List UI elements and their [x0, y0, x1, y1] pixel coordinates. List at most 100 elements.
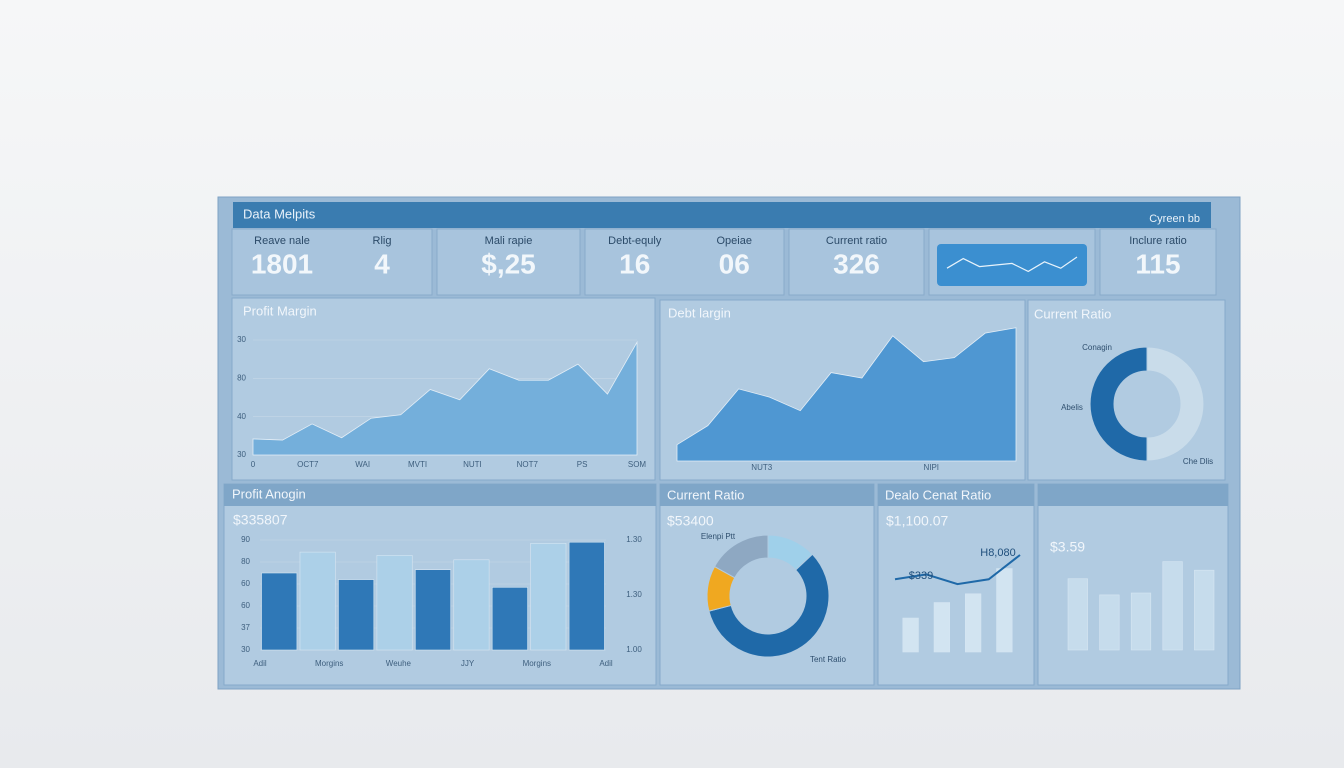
- y-axis-label: 60: [241, 601, 250, 610]
- bar: [415, 569, 451, 651]
- bar: [1067, 578, 1088, 651]
- kpi-value: 16: [619, 248, 650, 279]
- y-axis-label: 30: [241, 645, 250, 654]
- bar: [338, 579, 375, 651]
- bar: [261, 572, 298, 651]
- panel-header: [878, 484, 1034, 506]
- y-axis-label: 40: [237, 412, 246, 421]
- annotation: $339: [909, 570, 933, 582]
- x-axis-label: Weuhe: [386, 659, 412, 668]
- y-axis-label: 30: [237, 450, 246, 459]
- kpi-value: $,25: [481, 248, 536, 279]
- y-axis-label: 80: [237, 373, 246, 382]
- line-series: [946, 256, 1078, 273]
- panel-value: $53400: [667, 513, 714, 529]
- x-axis-label: Adil: [599, 659, 613, 668]
- bar: [453, 559, 490, 651]
- bar: [1130, 592, 1152, 651]
- x-axis-label: 0: [251, 460, 256, 469]
- kpi-value: 115: [1135, 248, 1180, 279]
- bar: [376, 555, 413, 651]
- x-axis-label: JJY: [461, 659, 475, 668]
- sparkline-box: [937, 244, 1087, 286]
- panel-header: [1038, 484, 1228, 506]
- kpi-card: [231, 228, 433, 296]
- bar: [491, 586, 528, 651]
- donut-segment: [708, 553, 830, 658]
- kpi-card: [1099, 228, 1217, 296]
- panel-value: $335807: [233, 512, 288, 528]
- panel-title: Dealo Cenat Ratio: [885, 487, 991, 502]
- kpi-card: [584, 228, 785, 296]
- panel-header: [660, 484, 874, 506]
- y2-axis-label: 1.30: [626, 590, 642, 599]
- kpi-label: Debt-equly: [608, 235, 662, 247]
- kpi-value: 326: [833, 248, 880, 279]
- x-axis-label: Morgins: [523, 659, 551, 668]
- x-axis-label: OCT7: [297, 460, 319, 469]
- y-axis-label: 37: [241, 623, 250, 632]
- y-axis-label: 60: [241, 579, 250, 588]
- y2-axis-label: 1.00: [626, 645, 642, 654]
- x-axis-label: NUT3: [751, 463, 772, 472]
- x-axis-label: NOT7: [517, 460, 539, 469]
- panel-title: Profit Margin: [243, 303, 317, 318]
- header-bar: [233, 202, 1211, 228]
- panel-title: Debt largin: [668, 305, 731, 320]
- kpi-label: Inclure ratio: [1129, 235, 1186, 247]
- kpi-card: [788, 228, 925, 296]
- line-series: [894, 554, 1021, 586]
- donut-segment: [713, 534, 769, 579]
- x-axis-label: Adil: [253, 659, 267, 668]
- kpi-value: 4: [374, 248, 390, 279]
- bar: [933, 602, 950, 653]
- bar: [1099, 594, 1120, 651]
- panel-header: [224, 484, 656, 506]
- kpi-label: Reave nale: [254, 235, 310, 247]
- panel-value: $3.59: [1050, 539, 1085, 555]
- x-axis-label: WAI: [355, 460, 370, 469]
- panel-title: Profit Anogin: [232, 486, 306, 501]
- area-series: [252, 340, 638, 456]
- header-action[interactable]: Cyreen bb: [1149, 213, 1200, 225]
- y2-axis-label: 1.30: [626, 535, 642, 544]
- annotation: Tent Ratio: [810, 655, 847, 664]
- bar: [996, 568, 1013, 653]
- x-axis-label: SOM: [628, 460, 647, 469]
- kpi-card: [436, 228, 581, 296]
- kpi-label: Rlig: [373, 235, 392, 247]
- panel-value: $1,100.07: [886, 513, 948, 529]
- bar: [530, 542, 567, 651]
- kpi-value: 06: [719, 248, 750, 279]
- x-axis-label: MVTI: [408, 460, 427, 469]
- annotation: Conagin: [1082, 343, 1112, 352]
- bar: [299, 551, 336, 651]
- bar: [1194, 569, 1215, 651]
- bar: [1162, 561, 1183, 651]
- x-axis-label: Morgins: [315, 659, 343, 668]
- annotation: H8,080: [980, 547, 1015, 559]
- kpi-label: Current ratio: [826, 235, 887, 247]
- y-axis-label: 80: [241, 557, 250, 566]
- x-axis-label: NIPI: [923, 463, 939, 472]
- donut-segment: [1089, 346, 1148, 462]
- kpi-label: Mali rapie: [485, 235, 533, 247]
- kpi-value: 1801: [251, 248, 313, 279]
- annotation: Abelis: [1061, 403, 1083, 412]
- bar: [965, 593, 982, 653]
- header-title: Data Melpits: [243, 206, 316, 221]
- annotation: Che Dlis: [1183, 457, 1213, 466]
- bar: [568, 541, 605, 651]
- kpi-label: Opeiae: [717, 235, 752, 247]
- annotation: Elenpi Ptt: [701, 532, 736, 541]
- panel-title: Current Ratio: [1034, 306, 1111, 321]
- y-axis-label: 90: [241, 535, 250, 544]
- donut-segment: [1146, 346, 1205, 462]
- y-axis-label: 30: [237, 335, 246, 344]
- area-series: [676, 327, 1017, 462]
- bar: [902, 617, 919, 653]
- x-axis-label: NUTI: [463, 460, 482, 469]
- panel-title: Current Ratio: [667, 487, 744, 502]
